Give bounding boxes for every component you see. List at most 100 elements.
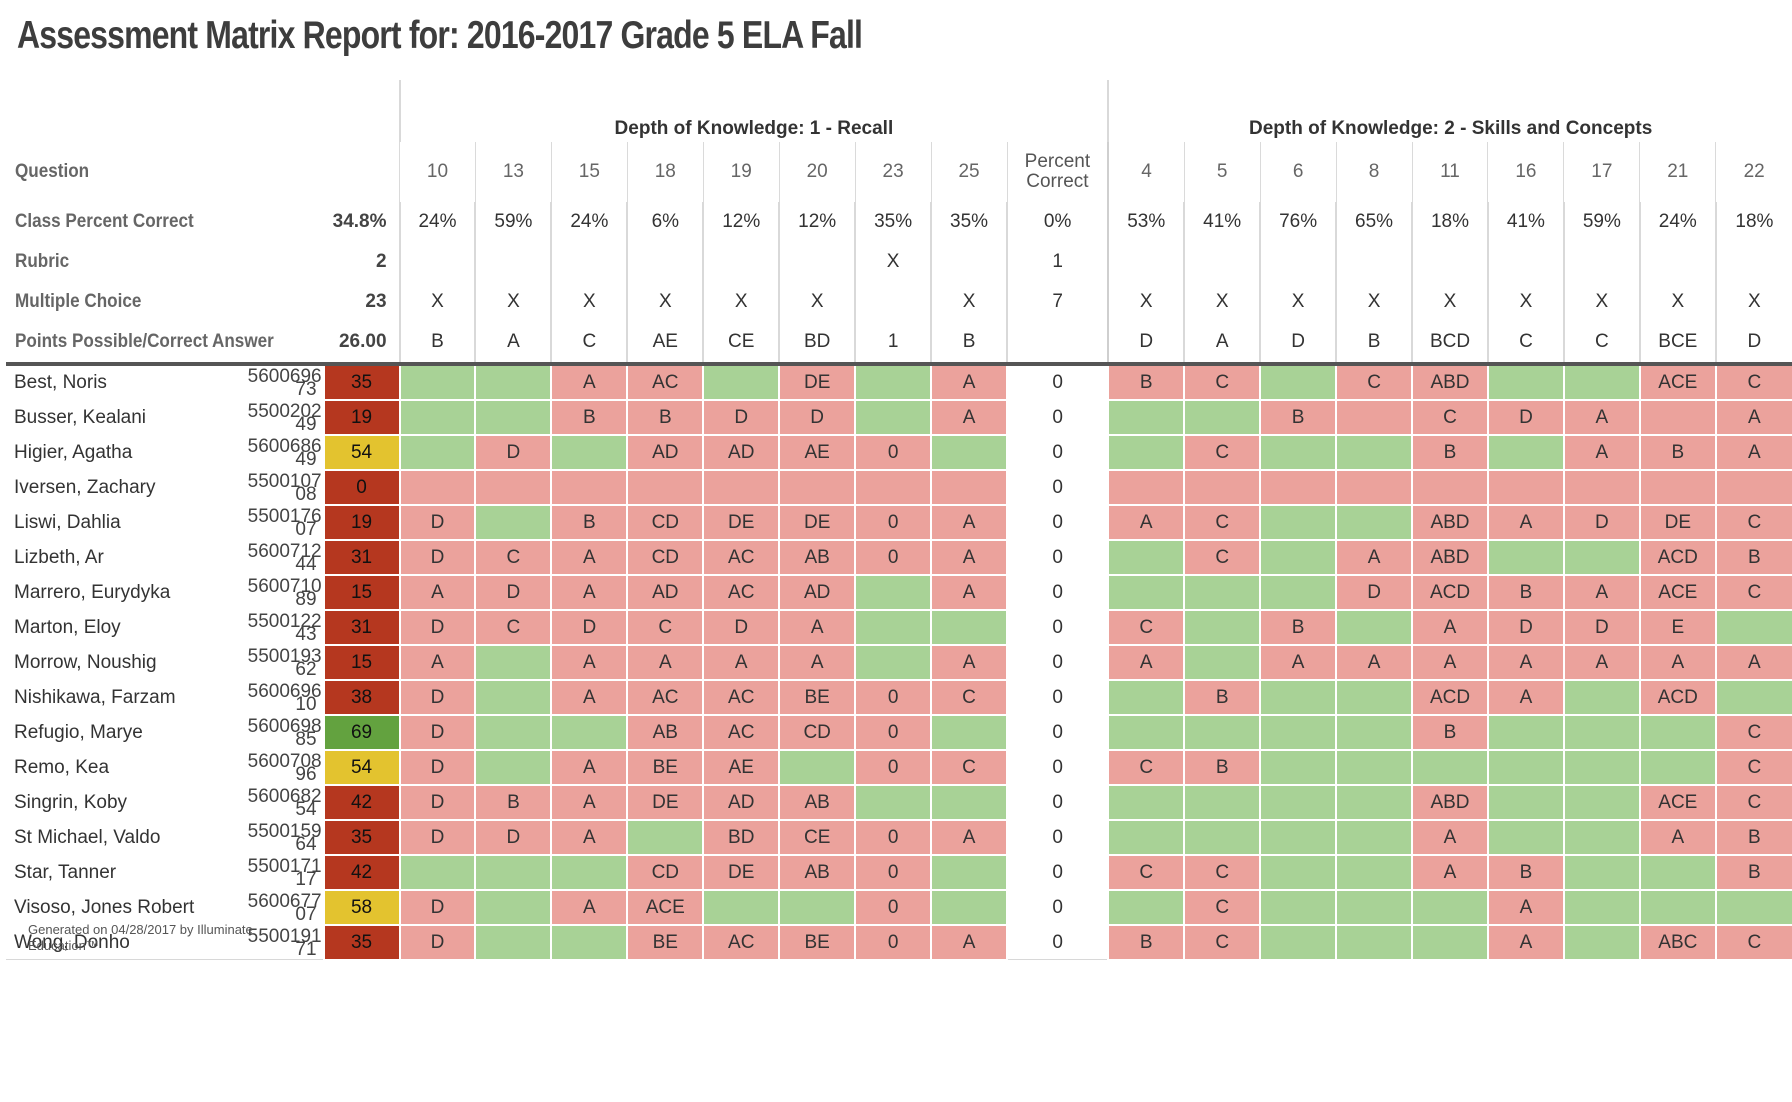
answer-cell [854,644,932,681]
student-name: Marrero, Eurydyka [6,574,248,611]
answer-cell: D [398,749,476,786]
answer-cell: B [1411,714,1488,751]
answer-cell [474,679,552,716]
answer-cell: D [550,609,628,646]
student-score: 69 [322,714,400,751]
answer-cell: D [1335,574,1413,611]
answer-cell [474,714,552,751]
answer-cell [1562,363,1640,401]
student-score: 19 [322,399,400,436]
answer-cell [1714,469,1792,506]
answer-cell: B [1259,609,1337,646]
answer-cell: A [1411,609,1488,646]
question-num: 6 [1259,142,1337,202]
student-id-line1: 5500159 [247,820,322,842]
question-rubric [1183,242,1261,282]
answer-cell: BE [626,749,704,786]
answer-cell: CD [626,504,704,541]
answer-cell [1411,924,1488,960]
student-row[interactable]: Iversen, Zachary 5500107 08 0 0 [6,469,1792,506]
answer-cell [1259,469,1337,506]
question-pct: 41% [1486,202,1564,242]
answer-cell [1107,434,1185,471]
answer-cell [1335,679,1413,716]
student-id: 5500159 64 [247,819,324,856]
student-id: 5500191 71 [247,924,324,960]
answer-cell [1259,434,1337,471]
question-rubric [626,242,704,282]
answer-cell [854,609,932,646]
question-answer: BD [778,322,856,366]
student-row[interactable]: Marrero, Eurydyka 5600710 89 15 A D A AD AC AD A 0 D… [6,574,1792,611]
answer-cell: BE [778,679,856,716]
student-id-line2: 08 [295,483,317,505]
student-name: Wong, Donho [6,924,248,960]
question-rubric [930,242,1008,282]
answer-cell: 0 [854,889,932,926]
answer-cell [702,889,780,926]
student-id-line1: 5600708 [247,750,322,772]
student-id-line2: 89 [295,588,317,610]
answer-cell: 0 [1006,469,1109,506]
answer-cell: A [550,644,628,681]
answer-cell [1107,889,1185,926]
student-row[interactable]: Remo, Kea 5600708 96 54 D A BE AE 0 C 0 C B C [6,749,1792,786]
answer-cell [1183,714,1261,751]
answer-cell: D [474,574,552,611]
answer-cell [778,889,856,926]
student-row[interactable]: Best, Noris 5600696 73 35 A AC DE A 0 B C C ABD ACE C [6,363,1792,401]
answer-cell [854,399,932,436]
answer-cell: 0 [1006,574,1109,611]
question-mc: 7 [1006,282,1109,322]
assessment-matrix-table: Depth of Knowledge: 1 - Recall Depth of K… [6,80,1792,960]
answer-cell [1259,679,1337,716]
row-total: 2 [375,251,387,272]
question-rubric [1259,242,1337,282]
answer-cell: A [1107,504,1185,541]
answer-cell [1335,714,1413,751]
answer-cell [1486,749,1564,786]
answer-cell: AE [702,749,780,786]
answer-cell: C [1714,749,1792,786]
student-row[interactable]: Singrin, Koby 5600682 54 42 D B A DE AD AB 0 ABD ACE… [6,784,1792,821]
student-row[interactable]: Lizbeth, Ar 5600712 44 31 D C A CD AC AB 0 A 0 C A ABD A… [6,539,1792,576]
question-answer: AE [626,322,704,366]
answer-cell [1486,819,1564,856]
answer-cell: C [1183,539,1261,576]
answer-cell: A [1486,679,1564,716]
student-row[interactable]: Visoso, Jones Robert 5600677 07 58 D A ACE 0 0 C A [6,889,1792,926]
question-mc: X [1183,282,1261,322]
answer-cell: B [1714,539,1792,576]
student-id-line2: 64 [295,833,317,855]
answer-cell [550,469,628,506]
answer-cell: A [702,644,780,681]
student-row[interactable]: Star, Tanner 5500171 17 42 CD DE AB 0 0 C C A B B [6,854,1792,891]
answer-cell: A [1259,644,1337,681]
student-row[interactable]: Morrow, Noushig 5500193 62 15 A A A A A A 0 A A A A A A A… [6,644,1792,681]
question-rubric [398,242,476,282]
student-row[interactable]: Liswi, Dahlia 5500176 07 19 D B CD DE DE 0 A 0 A C ABD… [6,504,1792,541]
answer-cell: D [474,434,552,471]
row-label: Question [15,161,90,182]
student-row[interactable]: Wong, Donho 5500191 71 35 D BE AC BE 0 A 0 B C A ABC C [6,924,1792,960]
student-row[interactable]: St Michael, Valdo 5500159 64 35 D D A BD CE 0 A 0 A A… [6,819,1792,856]
answer-cell [778,469,856,506]
answer-cell: A [930,399,1008,436]
answer-cell: A [1562,434,1640,471]
answer-cell [1486,469,1564,506]
answer-cell: AC [702,924,780,960]
answer-cell [1335,504,1413,541]
answer-cell: A [930,644,1008,681]
student-row[interactable]: Marton, Eloy 5500122 43 31 D C D C D A 0 C B A D D E [6,609,1792,646]
answer-cell: C [1335,363,1413,401]
answer-cell: A [550,539,628,576]
student-row[interactable]: Higier, Agatha 5600686 49 54 D AD AD AE 0 0 C B A B A [6,434,1792,471]
student-row[interactable]: Nishikawa, Farzam 5600696 10 38 D A AC AC BE 0 C 0 B… [6,679,1792,716]
answer-cell: AD [626,574,704,611]
student-row[interactable]: Busser, Kealani 5500202 49 19 B B D D A 0 B C D A A [6,399,1792,436]
student-row[interactable]: Refugio, Marye 5600698 85 69 D AB AC CD 0 0 B C [6,714,1792,751]
answer-cell [1259,714,1337,751]
question-rubric [1486,242,1564,282]
answer-cell [1259,504,1337,541]
multiple-choice-row: Multiple Choice 23 X X X X X X X 7 X X X X X X X X X [6,282,1792,322]
